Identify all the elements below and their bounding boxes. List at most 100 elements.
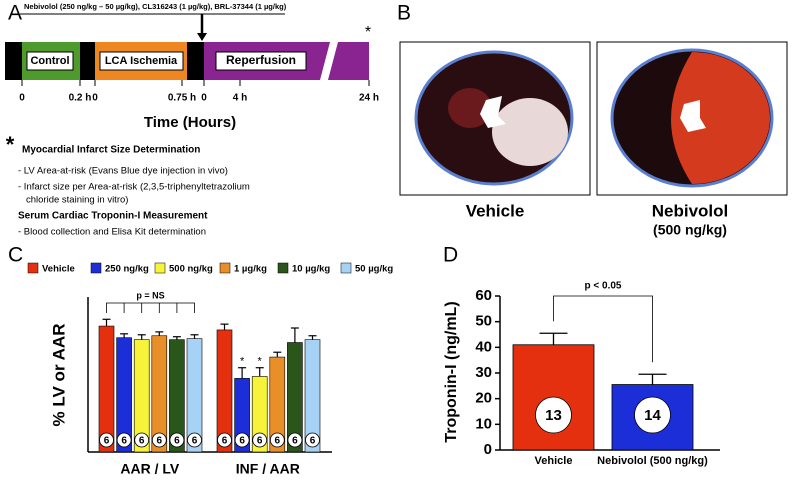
x-tick-label: Vehicle [535, 455, 573, 467]
note-item: - Infarct size per Area-at-risk (2,3,5-t… [18, 182, 250, 193]
legend-label: 10 µg/kg [292, 264, 330, 275]
n-label: 6 [192, 436, 198, 447]
phase-label: Reperfusion [226, 53, 296, 67]
y-tick-label: 20 [475, 390, 492, 407]
y-tick-label: 50 [475, 313, 492, 330]
annotation: p < 0.05 [585, 281, 622, 292]
y-tick-label: 10 [475, 415, 492, 432]
n-badge [269, 432, 285, 448]
sig-mark: * [240, 356, 245, 368]
bar [251, 376, 268, 453]
drug-text: Nebivolol (250 ng/kg – 50 µg/kg), CL3162… [24, 2, 287, 11]
legend-swatch [90, 262, 102, 274]
n-badge [217, 432, 232, 448]
phase-label: Control [30, 55, 69, 67]
n-label: 6 [239, 436, 245, 447]
n-label: 6 [292, 436, 298, 447]
n-badge [169, 432, 185, 448]
n-label: 6 [157, 436, 163, 447]
bar [98, 325, 115, 453]
n-badge [535, 396, 572, 434]
x-tick-label: Nebivolol (500 ng/kg) [597, 455, 708, 467]
bracket [106, 302, 195, 313]
n-badge [187, 432, 202, 448]
bar [304, 339, 321, 453]
x-tick-label: INF / AAR [236, 461, 300, 477]
legend-label: 250 ng/kg [105, 264, 149, 275]
n-badge [151, 432, 167, 448]
n-badge [116, 432, 132, 448]
break-mark [320, 42, 338, 80]
panel-label: D [443, 244, 458, 267]
caption: (500 ng/kg) [653, 222, 727, 238]
bar [186, 338, 203, 453]
time-tick-label: 0.2 h [69, 93, 92, 104]
legend-swatch [277, 262, 289, 274]
n-label: 6 [174, 436, 180, 447]
heart-region [671, 52, 770, 184]
n-label: 6 [139, 436, 145, 447]
legend-label: 50 µg/kg [355, 264, 393, 275]
caption: Nebivolol [652, 201, 729, 220]
time-tick-label: 0.75 h [168, 93, 196, 104]
bar [216, 329, 233, 453]
n-label: 6 [222, 436, 228, 447]
note-item: - LV Area-at-risk (Evans Blue dye inject… [18, 166, 228, 177]
panel-label: A [8, 2, 22, 25]
n-badge [634, 396, 671, 434]
n-label: 6 [104, 436, 110, 447]
heading: Serum Cardiac Troponin-I Measurement [18, 211, 208, 222]
note-item: - Blood collection and Elisa Kit determi… [18, 227, 206, 238]
bar [287, 342, 303, 453]
n-label: 14 [644, 407, 661, 424]
bar [116, 337, 132, 453]
heart-lumen [680, 100, 706, 132]
n-label: 6 [121, 436, 127, 447]
time-tick-label: 0 [19, 93, 25, 104]
y-axis-title: Troponin-I (ng/mL) [443, 301, 460, 442]
note-mark: * [6, 132, 15, 157]
legend-swatch [27, 262, 39, 274]
time-tick-label: 0 [201, 93, 207, 104]
end-mark: * [365, 24, 371, 41]
bar [234, 378, 250, 453]
legend-swatch [219, 262, 231, 274]
n-badge [305, 432, 320, 448]
y-tick-label: 40 [475, 338, 492, 355]
caption: Vehicle [466, 201, 525, 220]
heart-region [492, 98, 568, 166]
time-tick-label: 4 h [233, 93, 247, 104]
legend-label: 1 µg/kg [234, 264, 267, 275]
sig-mark: * [258, 356, 263, 368]
n-badge [99, 432, 114, 448]
n-label: 6 [275, 436, 281, 447]
heading: Myocardial Infarct Size Determination [22, 145, 200, 156]
x-tick-label: AAR / LV [120, 461, 180, 477]
n-badge [252, 432, 268, 448]
legend-label: 500 ng/kg [169, 264, 213, 275]
bracket [553, 295, 653, 363]
y-tick-label: 60 [475, 287, 492, 304]
phase-label: LCA Ischemia [105, 55, 178, 67]
n-label: 6 [257, 436, 263, 447]
y-tick-label: 0 [484, 441, 492, 458]
panel-label: B [397, 2, 411, 25]
heart-lumen [480, 96, 506, 128]
y-axis-title: % LV or AAR [49, 324, 68, 427]
y-tick-label: 30 [475, 364, 492, 381]
n-badge [134, 432, 150, 448]
axis-title: Time (Hours) [144, 114, 236, 131]
legend-swatch [154, 262, 166, 274]
panel-label: C [8, 244, 23, 267]
phase-box [26, 51, 74, 71]
time-tick-label: 24 h [359, 93, 379, 104]
phase-box [99, 51, 184, 71]
arrow-head [197, 33, 207, 41]
heart-region [448, 88, 492, 128]
n-badge [287, 432, 303, 448]
bar [133, 339, 150, 453]
phase-box [215, 51, 307, 71]
annotation: p = NS [136, 290, 164, 300]
